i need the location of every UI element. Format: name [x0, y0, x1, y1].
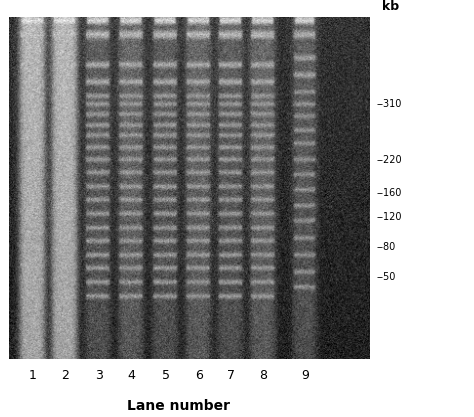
- Text: kb: kb: [382, 0, 399, 13]
- Text: 2: 2: [61, 369, 69, 382]
- Text: 6: 6: [195, 369, 202, 382]
- Text: --120: --120: [377, 212, 402, 222]
- Text: 9: 9: [301, 369, 309, 382]
- Text: 5: 5: [162, 369, 170, 382]
- Text: --310: --310: [377, 99, 402, 109]
- Text: --80: --80: [377, 243, 396, 252]
- Text: --50: --50: [377, 271, 396, 281]
- Text: 3: 3: [95, 369, 103, 382]
- Text: 8: 8: [259, 369, 267, 382]
- Text: Lane number: Lane number: [128, 399, 230, 413]
- Text: 1: 1: [29, 369, 37, 382]
- Text: --220: --220: [377, 155, 402, 165]
- Text: 4: 4: [128, 369, 135, 382]
- Text: --160: --160: [377, 188, 402, 198]
- Text: 7: 7: [227, 369, 235, 382]
